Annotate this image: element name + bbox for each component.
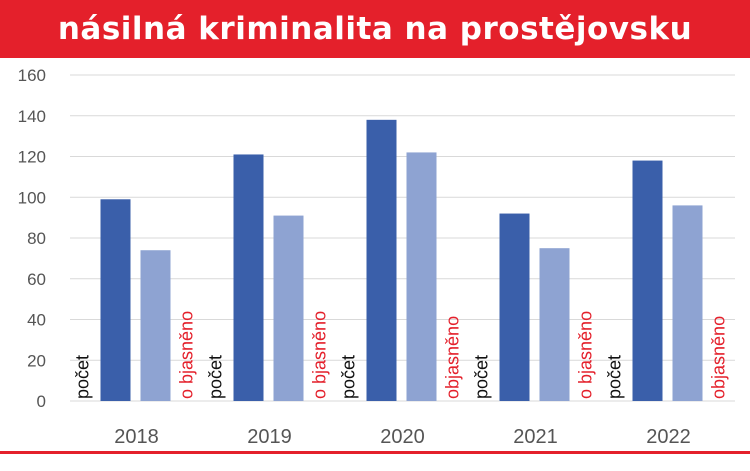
bar-pocet-2021 — [499, 213, 530, 401]
label-pocet-2019: počet — [206, 355, 226, 399]
x-axis: 2018 2019 2020 2021 2022 — [114, 426, 691, 448]
x-tick-label-2019: 2019 — [247, 426, 292, 448]
x-tick-label-2022: 2022 — [646, 426, 691, 448]
label-pocet-2018: počet — [73, 355, 93, 399]
bar-objasneno-2018 — [140, 250, 171, 401]
label-objasneno-2021: o bjasněno — [576, 311, 596, 399]
bar-objasneno-2019 — [273, 215, 304, 401]
title-banner: násilná kriminalita na prostějovsku — [0, 0, 750, 58]
bar-pocet-2019 — [233, 154, 264, 401]
y-tick-label: 40 — [27, 311, 46, 330]
bottom-rule — [0, 451, 750, 454]
label-pocet-2020: počet — [339, 355, 359, 399]
bar-objasneno-2020 — [406, 152, 437, 401]
y-tick-label: 140 — [18, 107, 46, 126]
bar-pocet-2022 — [632, 160, 663, 401]
bar-objasneno-2022 — [672, 205, 703, 401]
y-tick-label: 60 — [27, 270, 46, 289]
label-objasneno-2018: o bjasněno — [177, 311, 197, 399]
bar-pocet-2020 — [366, 119, 397, 401]
x-tick-label-2021: 2021 — [513, 426, 558, 448]
y-tick-label: 160 — [18, 66, 46, 85]
label-objasneno-2019: o bjasněno — [310, 311, 330, 399]
y-tick-label: 0 — [37, 392, 46, 411]
in-chart-labels: počet o bjasněno počet o bjasněno počet objas… — [73, 311, 729, 399]
label-pocet-2022: počet — [605, 355, 625, 399]
label-objasneno-2022: objasněno — [709, 316, 729, 399]
y-tick-label: 120 — [18, 148, 46, 167]
bars — [100, 119, 703, 401]
bar-objasneno-2021 — [539, 248, 570, 401]
x-tick-label-2020: 2020 — [380, 426, 425, 448]
y-axis: 0 20 40 60 80 100 120 140 160 — [18, 66, 46, 411]
chart-title: násilná kriminalita na prostějovsku — [57, 11, 693, 47]
x-tick-label-2018: 2018 — [114, 426, 159, 448]
grid-layer — [70, 74, 735, 402]
y-tick-label: 20 — [27, 351, 46, 370]
y-tick-label: 80 — [27, 229, 46, 248]
label-objasneno-2020: objasněno — [443, 316, 463, 399]
y-tick-label: 100 — [18, 188, 46, 207]
label-pocet-2021: počet — [472, 355, 492, 399]
bar-pocet-2018 — [100, 199, 131, 401]
chart-area: 0 20 40 60 80 100 120 140 160 počet o bjasněno poč… — [0, 58, 750, 466]
